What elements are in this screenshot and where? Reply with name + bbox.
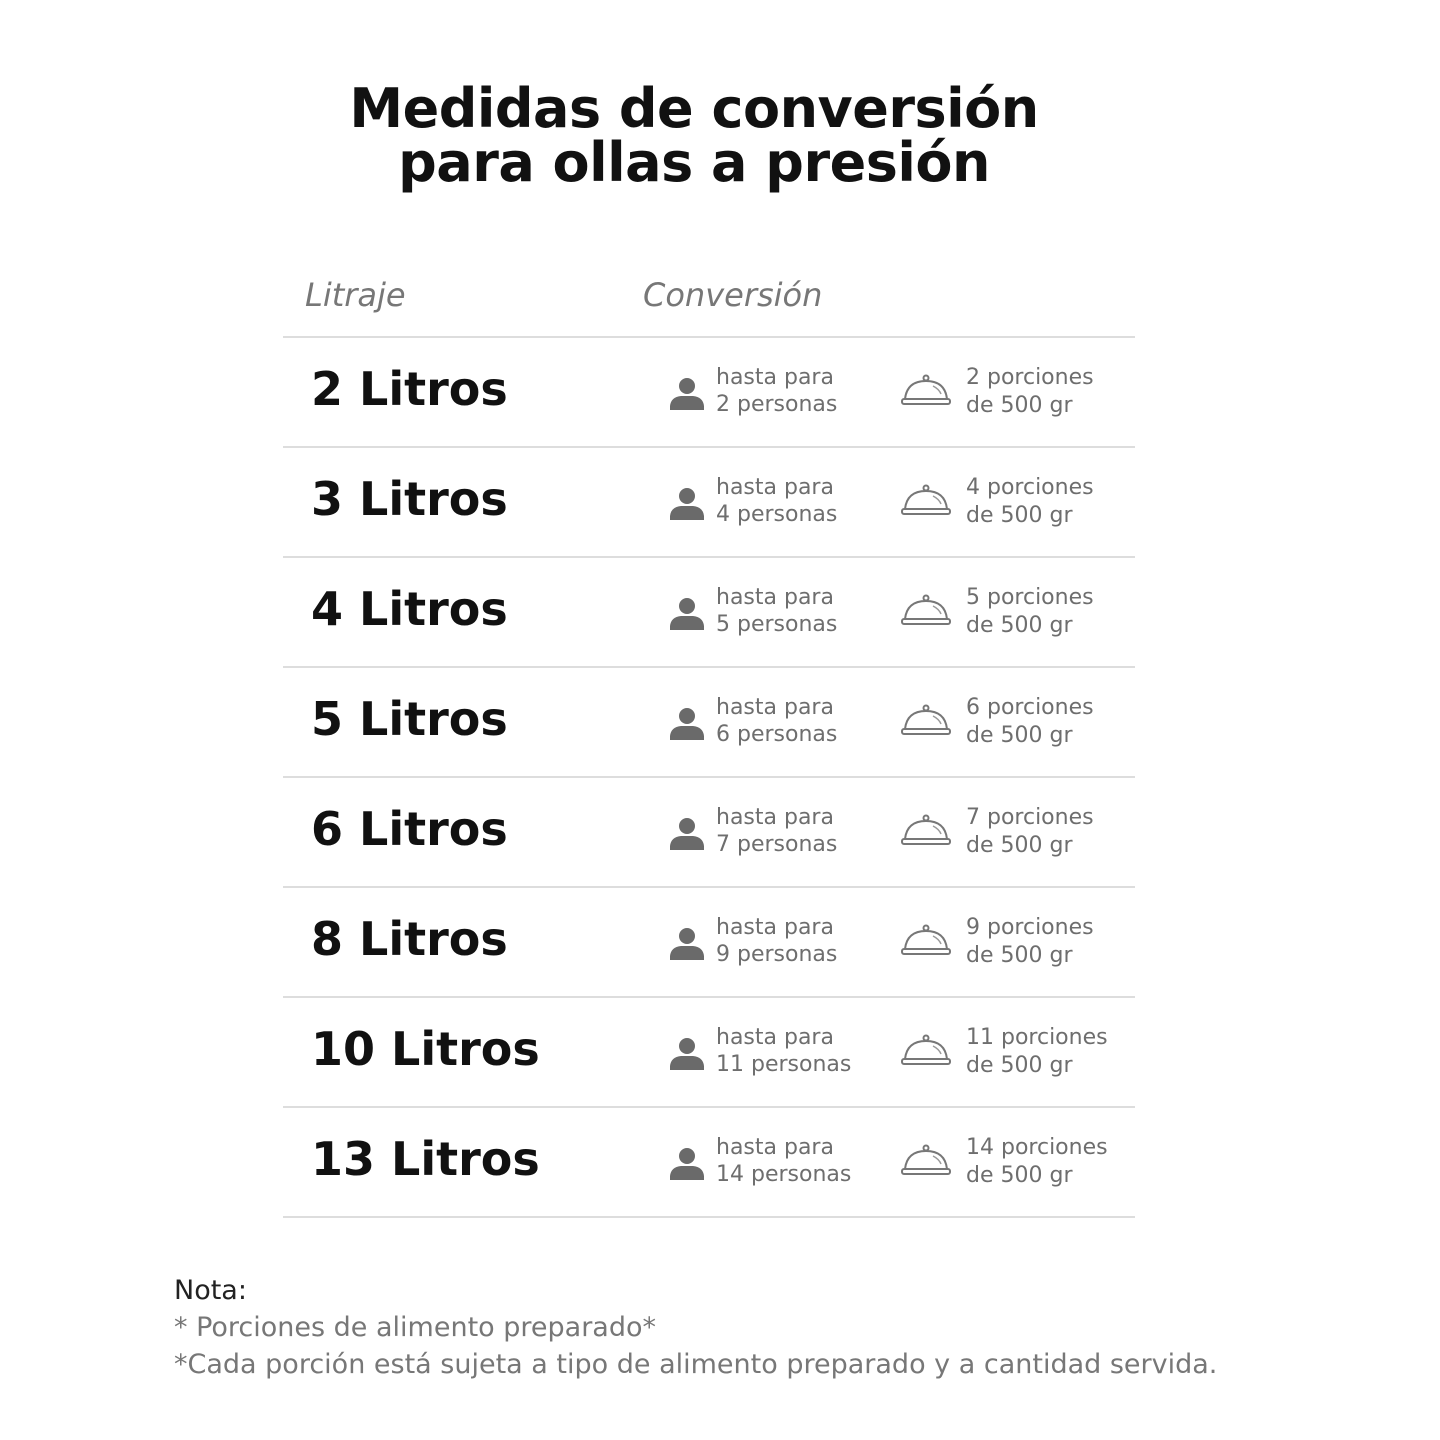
table-row: 6 Litros hasta para 7 personas 7 porcione… [283,778,1135,888]
capacity-label: 2 Litros [311,362,508,416]
person-icon [669,1036,705,1072]
serving-dome-icon [901,1034,951,1068]
portions-text: 6 porciones de 500 gr [966,695,1094,748]
person-icon [669,486,705,522]
people-text: hasta para 2 personas [716,365,838,417]
person-icon [669,816,705,852]
capacity-label: 5 Litros [311,692,508,746]
people-text: hasta para 7 personas [716,805,838,857]
capacity-label: 8 Litros [311,912,508,966]
conversion-table: 2 Litros hasta para 2 personas 2 porcione… [283,336,1135,1218]
serving-dome-icon [901,704,951,738]
portions-text: 7 porciones de 500 gr [966,805,1094,858]
serving-dome-icon [901,374,951,408]
table-row: 13 Litros hasta para 14 personas 14 porci… [283,1108,1135,1218]
people-text: hasta para 6 personas [716,695,838,747]
person-icon [669,926,705,962]
serving-dome-icon [901,814,951,848]
person-icon [669,596,705,632]
person-icon [669,706,705,742]
table-row: 3 Litros hasta para 4 personas 4 porcione… [283,448,1135,558]
table-row: 4 Litros hasta para 5 personas 5 porcione… [283,558,1135,668]
portions-text: 9 porciones de 500 gr [966,915,1094,968]
header-conversion: Conversión [643,276,823,314]
capacity-label: 13 Litros [311,1132,540,1186]
table-row: 8 Litros hasta para 9 personas 9 porcione… [283,888,1135,998]
capacity-label: 3 Litros [311,472,508,526]
header-litraje: Litraje [305,276,406,314]
people-text: hasta para 11 personas [716,1025,852,1077]
page-title: Medidas de conversión para ollas a presi… [349,77,1039,194]
portions-text: 4 porciones de 500 gr [966,475,1094,528]
serving-dome-icon [901,484,951,518]
portions-text: 11 porciones de 500 gr [966,1025,1108,1078]
portions-text: 14 porciones de 500 gr [966,1135,1108,1188]
people-text: hasta para 9 personas [716,915,838,967]
table-row: 2 Litros hasta para 2 personas 2 porcione… [283,338,1135,448]
table-row: 5 Litros hasta para 6 personas 6 porcione… [283,668,1135,778]
person-icon [669,376,705,412]
capacity-label: 6 Litros [311,802,508,856]
capacity-label: 10 Litros [311,1022,540,1076]
people-text: hasta para 4 personas [716,475,838,527]
serving-dome-icon [901,924,951,958]
serving-dome-icon [901,1144,951,1178]
person-icon [669,1146,705,1182]
capacity-label: 4 Litros [311,582,508,636]
note: Nota: * Porciones de alimento preparado*… [174,1275,1218,1380]
serving-dome-icon [901,594,951,628]
table-row: 10 Litros hasta para 11 personas 11 porci… [283,998,1135,1108]
portions-text: 2 porciones de 500 gr [966,365,1094,418]
people-text: hasta para 14 personas [716,1135,852,1187]
portions-text: 5 porciones de 500 gr [966,585,1094,638]
people-text: hasta para 5 personas [716,585,838,637]
